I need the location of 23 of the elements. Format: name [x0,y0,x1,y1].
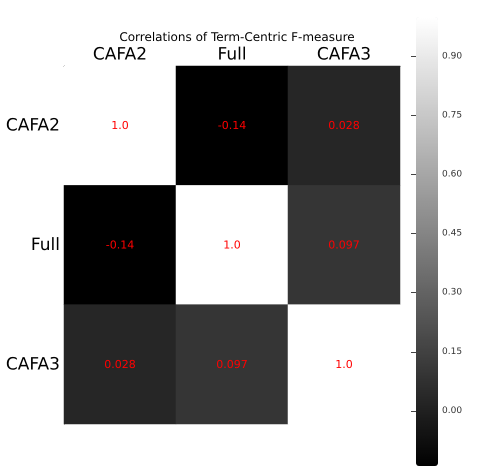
data-label: 1.0 [223,238,241,252]
x-tick-label: CAFA3 [316,44,372,64]
data-label: 1.0 [111,119,129,132]
color-bar-label: 0.45 [442,228,462,239]
data-label: 1.0 [335,358,353,371]
y-tick-label: Full [30,235,60,255]
x-tick-label: Full [217,44,247,64]
color-bar-label: 0.00 [442,406,462,416]
data-label: 0.028 [328,119,360,132]
y-tick-label: CAFA3 [6,354,60,374]
y-tick-label: CAFA2 [6,116,60,136]
color-bar-label: 0.75 [442,110,462,120]
data-label: -0.14 [106,238,134,252]
color-bar-label: 0.90 [442,51,462,62]
color-bar-label: 0.30 [442,288,462,298]
color-bar-label: 0.15 [442,346,462,357]
data-label: 0.097 [216,358,248,371]
data-label: 0.028 [104,358,136,371]
data-label: 0.097 [328,238,360,252]
chart-title: Correlations of Term-Centric F-measure [119,30,355,44]
color-bar-label: 0.60 [442,170,462,180]
x-tick-label: CAFA2 [92,44,148,64]
data-label: -0.14 [218,119,246,132]
